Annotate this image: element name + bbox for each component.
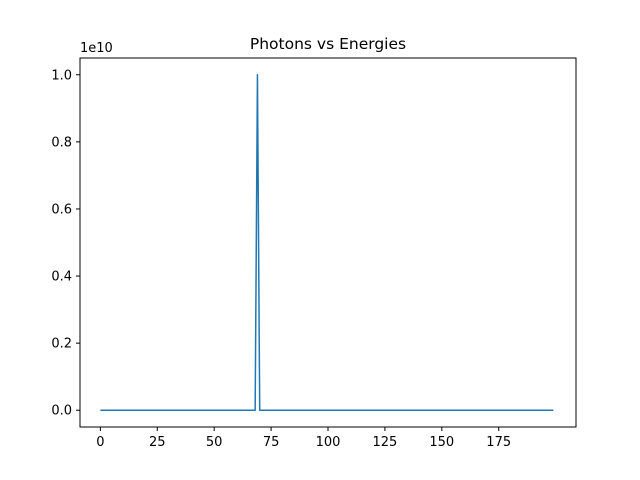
- series-line-1: [100, 74, 554, 411]
- y-tick-label: 1.0: [51, 68, 72, 83]
- y-tick-label: 0.4: [51, 270, 72, 285]
- plot-background: [80, 58, 576, 427]
- x-tick-label: 125: [372, 435, 397, 450]
- y-tick-label: 0.8: [51, 135, 72, 150]
- series-layer: [100, 74, 554, 411]
- x-axis: 0 25 50 75 100 125 150 175: [96, 427, 511, 450]
- x-tick-label: 100: [316, 435, 341, 450]
- x-tick-label: 0: [96, 435, 104, 450]
- x-tick-label: 50: [206, 435, 223, 450]
- y-tick-label: 0.6: [51, 202, 72, 217]
- x-tick-label: 25: [149, 435, 166, 450]
- x-tick-label: 75: [263, 435, 280, 450]
- chart-title: Photons vs Energies: [250, 35, 406, 53]
- y-tick-label: 0.0: [51, 404, 72, 419]
- x-tick-label: 175: [486, 435, 511, 450]
- y-axis: 0.0 0.2 0.4 0.6 0.8 1.0: [51, 68, 80, 419]
- x-tick-label: 150: [429, 435, 454, 450]
- y-offset-label: 1e10: [80, 41, 113, 56]
- plot-area: [79, 57, 577, 428]
- y-tick-label: 0.2: [51, 337, 72, 352]
